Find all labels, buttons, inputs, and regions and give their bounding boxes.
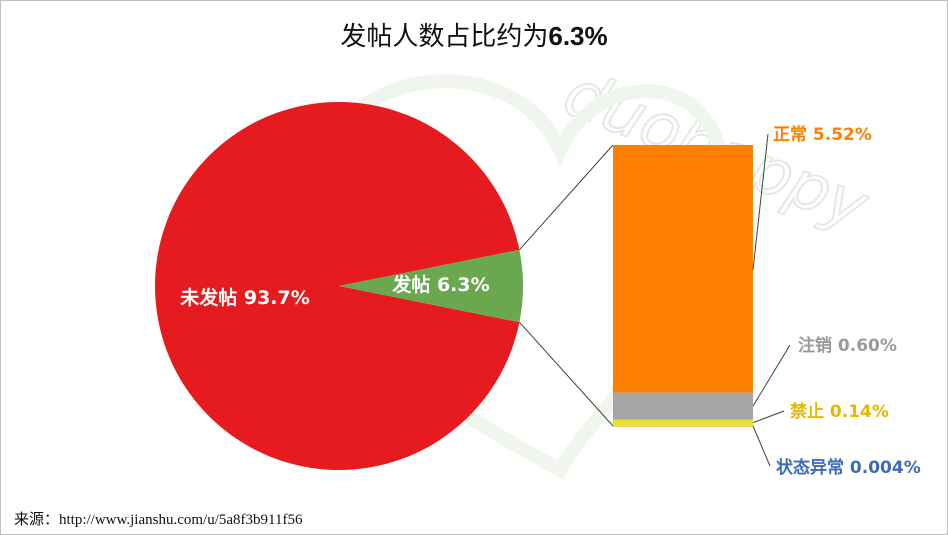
bar-label-2: 注销 0.60% — [798, 335, 897, 356]
bar-label-0: 状态异常 0.004% — [776, 457, 921, 478]
leader-line-2 — [753, 345, 790, 406]
leader-line-0 — [753, 426, 770, 466]
source-label: 来源： — [14, 510, 59, 528]
connector-top — [519, 145, 613, 250]
breakdown-stacked-bar — [613, 145, 753, 427]
source-link[interactable]: http://www.jianshu.com/u/5a8f3b911f56 — [59, 512, 302, 528]
bar-segment-1 — [613, 420, 753, 426]
bar-label-3: 正常 5.52% — [773, 124, 872, 145]
pie-label-0: 未发帖 93.7% — [179, 286, 310, 309]
bar-segment-0 — [613, 426, 753, 427]
pie-to-bar-connectors — [519, 145, 613, 426]
connector-bottom — [519, 322, 613, 426]
source-note: 来源：http://www.jianshu.com/u/5a8f3b911f56 — [14, 508, 302, 529]
bar-segment-3 — [613, 145, 753, 393]
bar-label-1: 禁止 0.14% — [790, 401, 889, 422]
leader-line-1 — [753, 411, 784, 423]
pie-label-1: 发帖 6.3% — [391, 273, 489, 296]
pie-chart: 未发帖 93.7% 发帖 6.3% — [155, 102, 523, 470]
bar-segment-2 — [613, 393, 753, 420]
